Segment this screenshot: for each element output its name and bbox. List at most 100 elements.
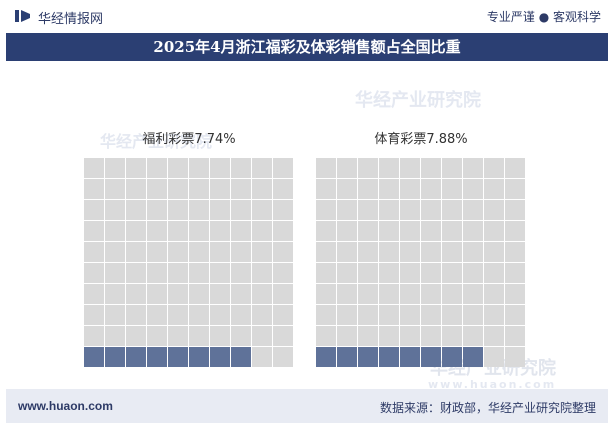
- waffle-cell-filled: [210, 347, 230, 367]
- waffle-cell-empty: [316, 200, 336, 220]
- waffle-cell-empty: [84, 242, 104, 262]
- waffle-cell-empty: [484, 326, 504, 346]
- waffle-cell-empty: [126, 179, 146, 199]
- waffle-cell-empty: [379, 263, 399, 283]
- waffle-cell-empty: [105, 242, 125, 262]
- waffle-cell-empty: [84, 179, 104, 199]
- title-bar: 2025年4月浙江福彩及体彩销售额占全国比重: [6, 33, 608, 61]
- waffle-cell-empty: [168, 305, 188, 325]
- waffle-cell-empty: [463, 326, 483, 346]
- waffle-cell-empty: [147, 284, 167, 304]
- waffle-label: 体育彩票7.88%: [374, 131, 467, 147]
- waffle-cell-empty: [400, 284, 420, 304]
- waffle-cell-empty: [421, 200, 441, 220]
- waffle-cell-filled: [400, 347, 420, 367]
- waffle-cell-empty: [126, 221, 146, 241]
- waffle-cell-empty: [105, 263, 125, 283]
- waffle-cell-empty: [484, 347, 504, 367]
- waffle-cell-empty: [210, 221, 230, 241]
- waffle-cell-empty: [273, 263, 293, 283]
- waffle-cell-empty: [463, 221, 483, 241]
- waffle-cell-empty: [210, 326, 230, 346]
- waffle-cell-empty: [168, 221, 188, 241]
- watermark-text: 华经产业研究院: [355, 90, 481, 111]
- waffle-cell-empty: [231, 242, 251, 262]
- waffle-cell-empty: [337, 242, 357, 262]
- waffle-cell-empty: [252, 158, 272, 178]
- waffle-cell-empty: [484, 284, 504, 304]
- waffle-cell-empty: [337, 326, 357, 346]
- waffle-cell-empty: [189, 326, 209, 346]
- waffle-cell-empty: [358, 263, 378, 283]
- waffle-cell-filled: [84, 347, 104, 367]
- waffle-cell-empty: [126, 158, 146, 178]
- data-source: 数据来源：财政部，华经产业研究院整理: [379, 401, 596, 415]
- waffle-cell-empty: [252, 263, 272, 283]
- waffle-cell-empty: [442, 158, 462, 178]
- waffle-cell-empty: [231, 263, 251, 283]
- waffle-cell-filled: [337, 347, 357, 367]
- waffle-cell-empty: [505, 326, 525, 346]
- waffle-cell-empty: [442, 263, 462, 283]
- waffle-cell-filled: [421, 347, 441, 367]
- waffle-cell-empty: [189, 158, 209, 178]
- waffle-cell-empty: [316, 179, 336, 199]
- waffle-cell-empty: [231, 221, 251, 241]
- waffle-cell-empty: [484, 305, 504, 325]
- waffle-cell-empty: [505, 347, 525, 367]
- waffle-cell-empty: [189, 242, 209, 262]
- waffle-cell-empty: [421, 263, 441, 283]
- waffle-cell-empty: [126, 284, 146, 304]
- waffle-cell-empty: [252, 347, 272, 367]
- waffle-cell-empty: [252, 305, 272, 325]
- waffle-cell-empty: [505, 179, 525, 199]
- waffle-cell-empty: [84, 221, 104, 241]
- footer-url[interactable]: www.huaon.com: [18, 399, 113, 413]
- waffle-cell-empty: [316, 326, 336, 346]
- waffle-cell-empty: [442, 305, 462, 325]
- waffle-cell-empty: [252, 221, 272, 241]
- waffle-cell-empty: [463, 284, 483, 304]
- waffle-cell-empty: [168, 326, 188, 346]
- logo-icon: [15, 10, 30, 22]
- waffle-cell-empty: [189, 200, 209, 220]
- waffle-cell-filled: [442, 347, 462, 367]
- waffle-cell-filled: [316, 347, 336, 367]
- waffle-cell-empty: [316, 221, 336, 241]
- waffle-cell-empty: [442, 200, 462, 220]
- waffle-cell-empty: [358, 179, 378, 199]
- waffle-cell-filled: [358, 347, 378, 367]
- waffle-cell-empty: [84, 284, 104, 304]
- waffle-cell-empty: [273, 347, 293, 367]
- waffle-cell-empty: [316, 263, 336, 283]
- waffle-cell-empty: [105, 158, 125, 178]
- watermark-text: 华经产业研究院: [100, 132, 213, 151]
- waffle-cell-empty: [147, 305, 167, 325]
- waffle-cell-empty: [147, 242, 167, 262]
- waffle-cell-empty: [421, 284, 441, 304]
- waffle-cell-empty: [358, 200, 378, 220]
- waffle-cell-empty: [84, 326, 104, 346]
- waffle-cell-empty: [105, 179, 125, 199]
- waffle-cell-empty: [273, 179, 293, 199]
- waffle-cell-empty: [379, 158, 399, 178]
- waffle-cell-empty: [273, 158, 293, 178]
- waffle-cell-empty: [252, 242, 272, 262]
- waffle-cell-empty: [105, 221, 125, 241]
- waffle-cell-empty: [252, 284, 272, 304]
- waffle-cell-empty: [379, 305, 399, 325]
- waffle-cell-empty: [463, 200, 483, 220]
- waffle-cell-empty: [273, 221, 293, 241]
- waffle-cell-empty: [126, 200, 146, 220]
- waffle-cell-empty: [463, 179, 483, 199]
- waffle-cell-empty: [379, 221, 399, 241]
- waffle-cell-empty: [147, 179, 167, 199]
- waffle-cell-empty: [400, 179, 420, 199]
- waffle-cell-filled: [147, 347, 167, 367]
- waffle-cell-filled: [231, 347, 251, 367]
- waffle-cell-empty: [147, 200, 167, 220]
- waffle-cell-empty: [505, 263, 525, 283]
- waffle-cell-empty: [379, 326, 399, 346]
- waffle-cell-empty: [358, 326, 378, 346]
- waffle-cell-empty: [210, 242, 230, 262]
